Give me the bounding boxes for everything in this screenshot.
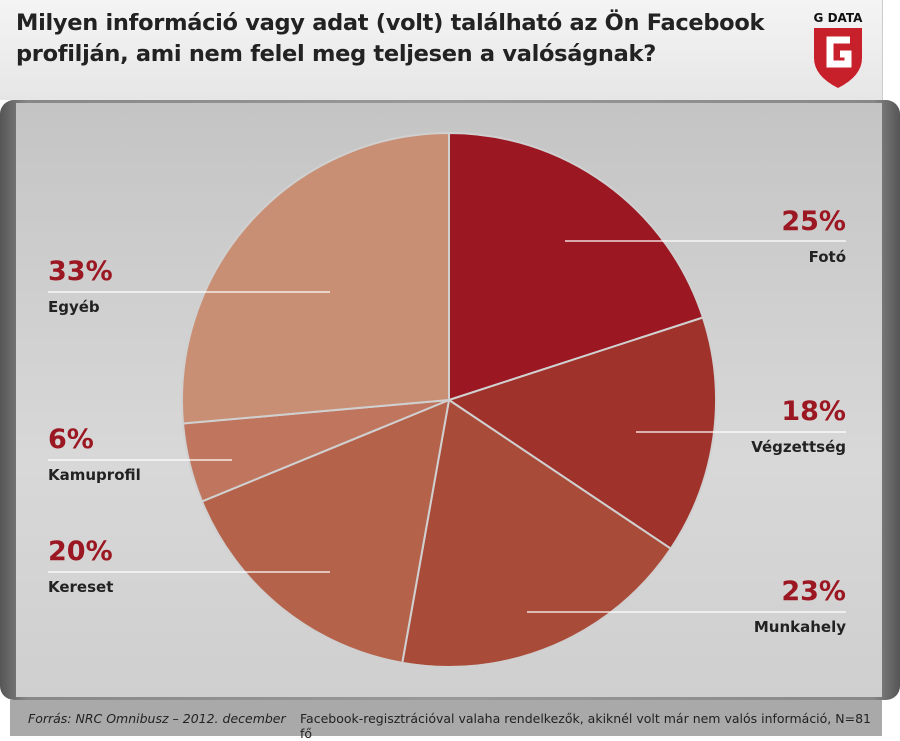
header: Milyen információ vagy adat (volt) talál…	[0, 0, 883, 100]
label-egyeb: Egyéb	[48, 298, 100, 316]
sample-note: Facebook-regisztrációval valaha rendelke…	[300, 711, 871, 741]
label-vegzettseg: Végzettség	[751, 438, 846, 456]
label-kereset: Kereset	[48, 578, 114, 596]
pie-slice-3	[200, 398, 451, 665]
label-pct-kamuprofil: 6%	[48, 424, 94, 455]
label-pct-munkahely: 23%	[781, 576, 846, 607]
title-line-1: Milyen információ vagy adat (volt) talál…	[16, 10, 765, 36]
label-pct-foto: 25%	[781, 206, 846, 237]
pie-slice-5	[181, 131, 450, 425]
pie-slice-2	[401, 398, 673, 668]
label-pct-egyeb: 33%	[48, 256, 113, 287]
title-line-2: profilján, ami nem felel meg teljesen a …	[16, 41, 656, 67]
svg-text:G DATA: G DATA	[814, 11, 864, 25]
page-title: Milyen információ vagy adat (volt) talál…	[16, 8, 764, 70]
label-munkahely: Munkahely	[753, 618, 846, 636]
label-pct-kereset: 20%	[48, 536, 113, 567]
label-foto: Fotó	[808, 248, 846, 266]
label-pct-vegzettseg: 18%	[781, 396, 846, 427]
source-text: Forrás: NRC Omnibusz – 2012. december	[28, 711, 286, 726]
label-kamuprofil: Kamuprofil	[48, 466, 141, 484]
gdata-logo: G DATA	[814, 11, 864, 88]
pie-slice-0	[448, 131, 705, 402]
footer: Forrás: NRC Omnibusz – 2012. december Fa…	[10, 700, 882, 741]
pie-slice-1	[446, 316, 717, 551]
